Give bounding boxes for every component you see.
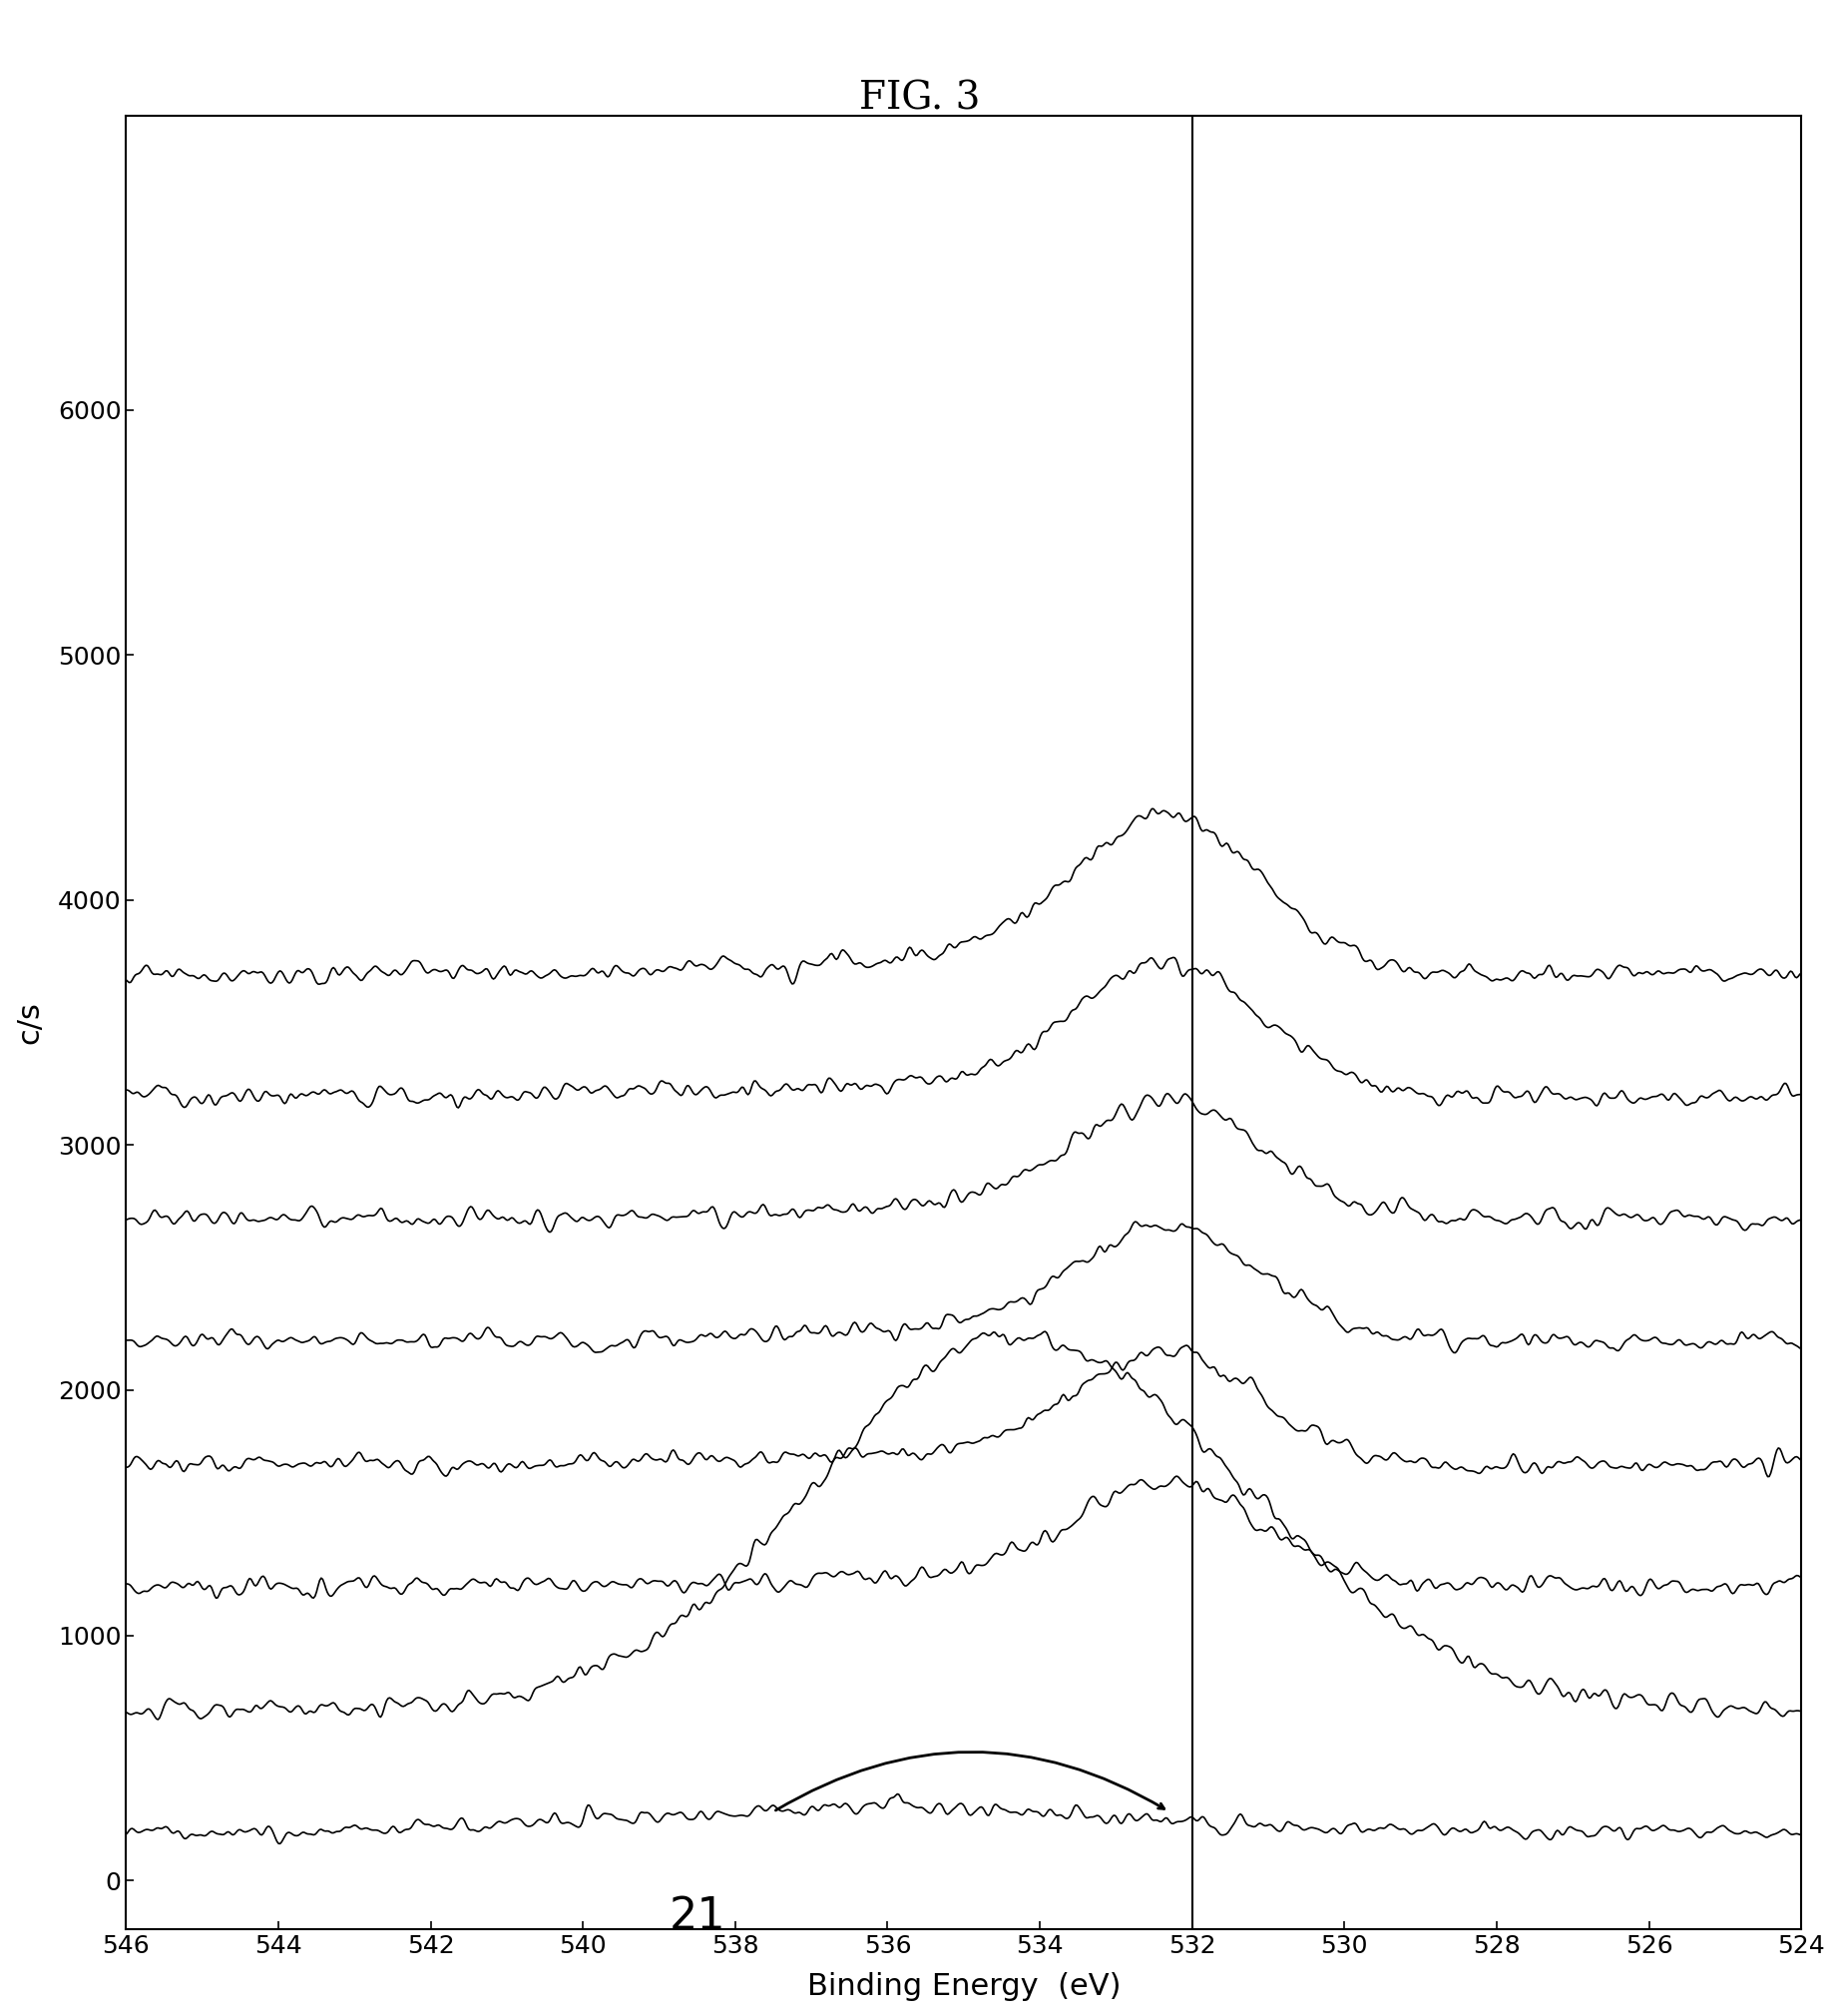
Text: FIG. 3: FIG. 3 (859, 81, 981, 117)
Text: 21: 21 (670, 1895, 725, 1939)
X-axis label: Binding Energy  (eV): Binding Energy (eV) (806, 1972, 1121, 2002)
Y-axis label: c/s: c/s (15, 1002, 44, 1044)
